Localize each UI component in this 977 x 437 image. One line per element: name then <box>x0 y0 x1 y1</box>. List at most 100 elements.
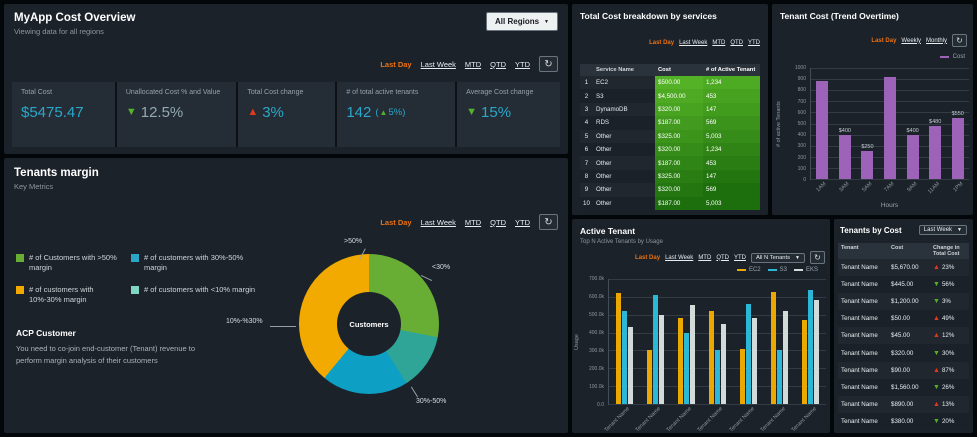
table-row: 4 RDS $187.00 569 <box>580 116 760 130</box>
down-arrow-icon: ▼ <box>933 349 940 357</box>
filter-last-week[interactable]: Last Week <box>420 217 456 227</box>
change-value: 3% <box>941 298 951 306</box>
filter-qtd[interactable]: QTD <box>730 40 743 46</box>
down-arrow-icon: ▼ <box>125 106 137 118</box>
table-body: Tenant Name $5,670.00 ▲ 23% Tenant Name $445.… <box>838 259 969 430</box>
tenants-dropdown[interactable]: All N Tenants ▼ <box>750 252 805 263</box>
gridline <box>609 279 826 280</box>
x-tick: Tenant Name <box>697 405 732 433</box>
tenants-cell: 5,003 <box>703 196 760 211</box>
change-value: 26% <box>941 383 955 391</box>
down-arrow-icon: ▼ <box>933 417 940 425</box>
rank-cell: 3 <box>584 106 589 114</box>
filter-last-day[interactable]: Last Day <box>380 59 412 69</box>
refresh-button[interactable]: ↻ <box>539 56 558 72</box>
filter-qtd[interactable]: QTD <box>716 254 729 261</box>
refresh-button[interactable]: ↻ <box>539 214 558 230</box>
x-tick: 1PM <box>946 180 969 202</box>
margin-donut-chart: Customers >50% <30% 30%-50% 10%-%30% <box>226 238 524 421</box>
legend-label: # of customers with 10%-30% margin <box>29 285 94 305</box>
legend-item: # of Customers with >50% margin <box>16 253 119 273</box>
active-legend: EC2 S3 EKS <box>736 267 822 273</box>
gridline <box>811 179 969 180</box>
x-tick: Tenant Name <box>635 405 670 433</box>
breakdown-time-filter-bar: Last Day Last Week MTD QTD YTD <box>649 40 760 46</box>
refresh-button[interactable]: ↻ <box>952 34 967 47</box>
donut-callout: 30%-50% <box>416 398 447 405</box>
overview-time-filter-bar: Last Day Last Week MTD QTD YTD ↻ <box>380 56 558 72</box>
service-cell: Other <box>596 199 612 207</box>
service-cell: EC2 <box>596 79 609 87</box>
bar-slot <box>702 279 733 404</box>
panel-active-tenant: Active Tenant Top N Active Tenants by Us… <box>572 219 830 433</box>
filter-last-day[interactable]: Last Day <box>635 254 661 261</box>
page-title: MyApp Cost Overview <box>14 12 136 24</box>
table-header-row: Service Name Cost # of Active Tenant <box>580 64 760 76</box>
donut-hole: Customers <box>337 292 401 356</box>
x-axis-title: Hours <box>880 202 899 209</box>
kpi-value: 12.5% <box>140 104 184 121</box>
x-tick-label: Tenant Name <box>603 406 631 433</box>
x-tick-label: 9AM <box>906 181 919 194</box>
bar-ec2 <box>802 320 807 404</box>
filter-weekly[interactable]: Weekly <box>901 37 921 44</box>
change-value: 56% <box>941 281 955 289</box>
margin-header: Tenants margin Key Metrics <box>4 158 568 191</box>
refresh-button[interactable]: ↻ <box>810 251 825 264</box>
y-tick-label: 600 <box>797 109 806 116</box>
filter-mtd[interactable]: MTD <box>464 217 482 227</box>
table-body: 1 EC2 $500.00 1,234 2 S3 $4,500.00 453 3 DynamoDB… <box>580 76 760 211</box>
bar-ec2 <box>678 318 683 404</box>
x-tick-label: Tenant Name <box>790 406 818 433</box>
legend-label: EC2 <box>748 267 761 273</box>
tenants-dropdown-value: All N Tenants <box>755 254 791 261</box>
column-header: Tenant <box>841 245 859 251</box>
y-tick-label: 800 <box>797 87 806 94</box>
rank-column-header <box>580 64 593 76</box>
filter-mtd[interactable]: MTD <box>712 40 726 46</box>
bar-value-label: $400 <box>906 127 919 134</box>
refresh-icon: ↻ <box>956 36 963 45</box>
filter-ytd[interactable]: YTD <box>515 59 530 69</box>
bycost-title: Tenants by Cost <box>840 225 902 235</box>
filter-ytd[interactable]: YTD <box>733 254 746 261</box>
donut-callout: >50% <box>344 238 363 245</box>
kpi-change-value: 5%) <box>388 107 406 118</box>
table-row: Tenant Name $890.00 ▲ 13% <box>838 395 969 413</box>
filter-mtd[interactable]: MTD <box>464 59 482 69</box>
column-header: Service Name <box>596 67 635 73</box>
active-subtitle: Top N Active Tenants by Usage <box>580 239 663 245</box>
filter-last-week[interactable]: Last Week <box>679 40 708 46</box>
filter-qtd[interactable]: QTD <box>490 217 506 227</box>
tenants-cell: 453 <box>703 89 760 103</box>
filter-ytd[interactable]: YTD <box>748 40 760 46</box>
change-value: 87% <box>941 366 955 374</box>
filter-monthly[interactable]: Monthly <box>925 37 947 44</box>
active-tenant-bar-chart: Usage 700.0k 600.0k 500.0k 400.0k 300.0k 200.… <box>574 276 826 433</box>
filter-last-day[interactable]: Last Day <box>380 217 412 227</box>
filter-last-week[interactable]: Last Week <box>420 59 456 69</box>
legend-line-icon <box>767 269 777 271</box>
gridline <box>609 404 826 405</box>
bar-s3 <box>622 311 627 404</box>
filter-last-week[interactable]: Last Week <box>665 254 694 261</box>
filter-mtd[interactable]: MTD <box>698 254 712 261</box>
tenants-cell: 1,234 <box>703 76 760 90</box>
filter-last-day[interactable]: Last Day <box>871 37 897 44</box>
filter-ytd[interactable]: YTD <box>515 217 530 227</box>
panel-tenant-cost-trend: Tenant Cost (Trend Overtime) Last Day We… <box>772 4 973 215</box>
filter-qtd[interactable]: QTD <box>490 59 506 69</box>
y-axis-title: # of active Tenants <box>776 101 782 147</box>
down-arrow-icon: ▼ <box>933 383 940 391</box>
bar-value-label: $480 <box>929 118 942 125</box>
up-arrow-icon: ▲ <box>933 315 940 323</box>
region-dropdown[interactable]: All Regions ▼ <box>486 12 558 31</box>
period-dropdown[interactable]: Last Week ▼ <box>918 225 967 235</box>
up-arrow-icon: ▲ <box>379 107 388 117</box>
bar-value-label: $400 <box>838 127 851 134</box>
legend-label: Cost <box>952 54 965 60</box>
filter-last-day[interactable]: Last Day <box>649 40 675 46</box>
bar-ec2 <box>771 291 776 404</box>
service-cell: Other <box>596 159 612 167</box>
legend-label: # of customers with <10% margin <box>144 285 256 295</box>
